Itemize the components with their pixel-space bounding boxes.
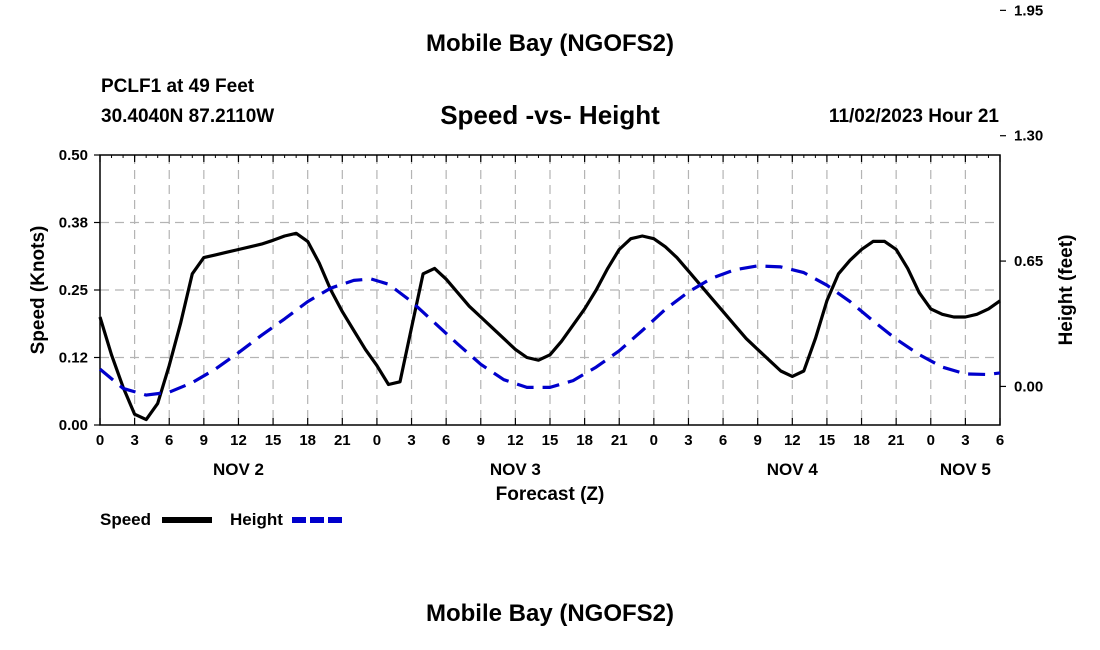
x-tick-label: 18 <box>299 432 316 449</box>
x-tick-label: 0 <box>373 432 381 449</box>
x-axis-title: Forecast (Z) <box>496 484 605 505</box>
ticks <box>94 9 1006 426</box>
x-tick-label: 6 <box>996 432 1004 449</box>
x-tick-label: 3 <box>407 432 415 449</box>
x-tick-label: 12 <box>230 432 247 449</box>
footer-title: Mobile Bay (NGOFS2) <box>425 600 675 627</box>
x-tick-label: 3 <box>961 432 969 449</box>
y2-tick-label: 0.00 <box>1014 378 1043 395</box>
date-label: NOV 2 <box>213 460 264 479</box>
x-tick-label: 12 <box>507 432 524 449</box>
y-tick-label: 0.25 <box>59 282 88 299</box>
x-tick-label: 18 <box>853 432 870 449</box>
x-tick-label: 0 <box>650 432 658 449</box>
forecast-datetime: 11/02/2023 Hour 21 <box>828 106 999 127</box>
series <box>98 231 1001 422</box>
y2-axis-title: Height (feet) <box>1056 235 1077 346</box>
x-tick-label: 15 <box>542 432 559 449</box>
x-tick-label: 0 <box>927 432 935 449</box>
y-tick-label: 0.50 <box>59 147 88 164</box>
station-label: PCLF1 at 49 Feet <box>101 76 255 97</box>
y2-tick-label: 1.30 <box>1014 128 1043 145</box>
legend-label-height: Height <box>230 510 283 529</box>
x-tick-label: 21 <box>611 432 628 449</box>
x-tick-label: 15 <box>819 432 836 449</box>
y2-tick-label: 1.95 <box>1014 2 1043 19</box>
x-tick-label: 9 <box>477 432 485 449</box>
y-tick-label: 0.38 <box>59 215 88 232</box>
x-tick-label: 21 <box>888 432 905 449</box>
y2-tick-label: 0.65 <box>1014 253 1043 270</box>
chart-subtitle: Speed -vs- Height <box>440 100 660 130</box>
x-tick-label: 3 <box>130 432 138 449</box>
x-tick-label: 21 <box>334 432 351 449</box>
legend: Speed Height <box>100 510 342 529</box>
y-tick-label: 0.00 <box>59 417 88 434</box>
height-series-line <box>98 264 1001 397</box>
x-tick-label: 18 <box>576 432 593 449</box>
x-tick-label: 0 <box>96 432 104 449</box>
y-axis-title: Speed (Knots) <box>28 226 49 355</box>
x-tick-label: 6 <box>442 432 450 449</box>
y-tick-label: 0.12 <box>59 350 88 367</box>
date-label: NOV 5 <box>940 460 991 479</box>
labels: 0 3 6 9 12 15 18 21 0 3 6 9 12 15 18 21 0 3 6 9 12 15 18 21 0 3 6 0… <box>28 2 1077 505</box>
x-tick-label: 9 <box>200 432 208 449</box>
date-label: NOV 3 <box>490 460 541 479</box>
x-tick-label: 12 <box>784 432 801 449</box>
grid <box>99 154 1001 426</box>
page-title: Mobile Bay (NGOFS2) <box>425 30 675 57</box>
date-label: NOV 4 <box>767 460 819 479</box>
x-tick-label: 6 <box>719 432 727 449</box>
x-tick-label: 9 <box>754 432 762 449</box>
station-coords: 30.4040N 87.2110W <box>101 106 275 127</box>
speed-series-line <box>98 231 1001 422</box>
x-tick-label: 3 <box>684 432 692 449</box>
legend-label-speed: Speed <box>100 510 151 529</box>
x-tick-label: 15 <box>265 432 282 449</box>
x-tick-label: 6 <box>165 432 173 449</box>
